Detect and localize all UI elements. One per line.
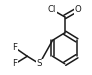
Text: F: F [13, 59, 18, 68]
Text: S: S [37, 59, 42, 68]
Text: F: F [13, 43, 18, 52]
Text: Cl: Cl [47, 5, 56, 14]
Text: O: O [75, 5, 81, 14]
